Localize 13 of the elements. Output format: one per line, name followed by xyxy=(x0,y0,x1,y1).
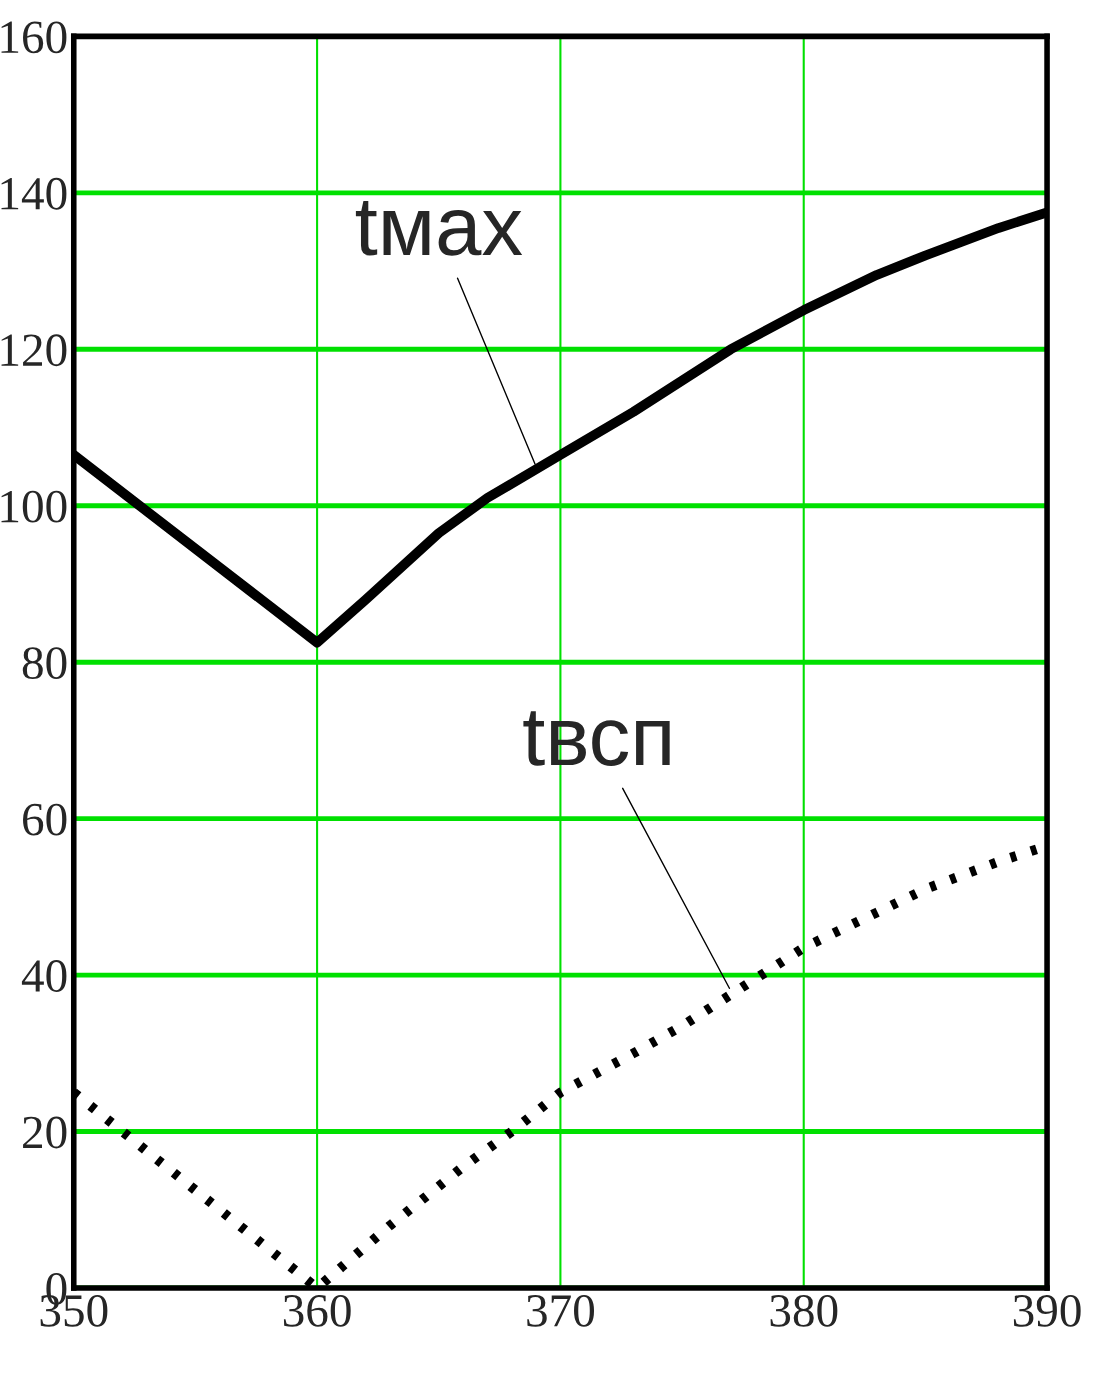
x-tick-label: 370 xyxy=(527,1294,595,1327)
y-tick-label: 60 xyxy=(23,803,67,836)
y-tick-label: 20 xyxy=(23,1116,67,1149)
x-tick-label: 380 xyxy=(770,1294,838,1327)
x-tick-label: 390 xyxy=(1013,1294,1081,1327)
y-tick-label: 160 xyxy=(1,21,67,54)
x-tick-label: 360 xyxy=(283,1294,351,1327)
y-tick-label: 140 xyxy=(1,177,67,210)
y-tick-label: 100 xyxy=(1,490,67,523)
y-tick-label: 120 xyxy=(1,334,67,367)
y-tick-label: 80 xyxy=(22,647,67,680)
y-tick-label: 40 xyxy=(21,960,67,992)
annotation: tмах xyxy=(355,201,523,256)
